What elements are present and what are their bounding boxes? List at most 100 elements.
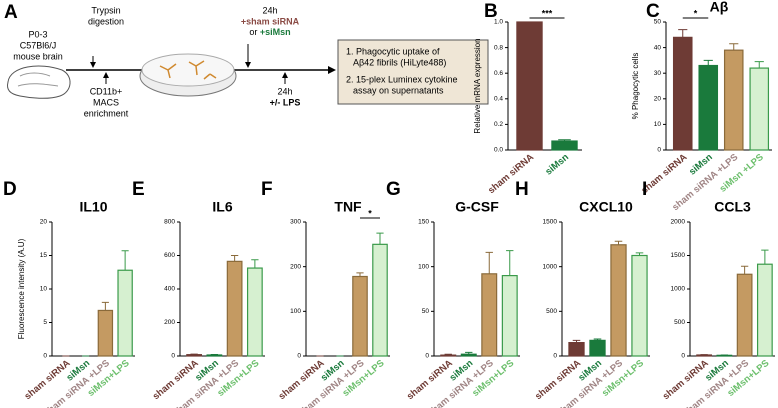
- error-bar: [593, 338, 602, 341]
- step-label: or: [249, 27, 257, 37]
- step-label: enrichment: [84, 108, 129, 118]
- chart-title: CXCL10: [579, 199, 633, 215]
- error-bar: [356, 272, 364, 277]
- step-label: 24h: [262, 5, 277, 15]
- panel-label: G: [386, 179, 401, 200]
- brain-icon: [7, 65, 71, 99]
- bar: [749, 67, 770, 151]
- bar: [460, 353, 477, 357]
- y-tick-label: 800: [164, 219, 175, 226]
- microglia: [159, 60, 217, 80]
- chart-title: IL6: [212, 199, 232, 215]
- y-tick-label: 500: [546, 308, 557, 315]
- y-tick-label: 0: [425, 353, 429, 360]
- step-label: or +siMsn: [249, 27, 290, 37]
- significance-label: *: [368, 208, 372, 218]
- significance-label: ***: [542, 8, 553, 18]
- timeline-arrow: [328, 66, 336, 74]
- y-tick-label: 1.0: [494, 19, 503, 26]
- bar: [698, 64, 719, 151]
- bar: [756, 263, 773, 357]
- y-tick-label: 20: [40, 219, 48, 226]
- y-tick-label: 600: [164, 252, 175, 259]
- y-tick-label: 1000: [671, 286, 686, 293]
- y-tick-label: 2000: [671, 219, 686, 226]
- error-bar: [740, 265, 749, 275]
- panel-label: B: [484, 1, 498, 22]
- y-tick-label: 15: [40, 252, 48, 259]
- error-bar: [485, 251, 493, 274]
- readout-line: Aβ42 fibrils (HiLyte488): [353, 57, 446, 67]
- y-tick-label: 100: [290, 308, 301, 315]
- y-axis-label: Relative mRNA expression: [473, 38, 482, 133]
- step-label: 24h: [277, 86, 292, 96]
- y-tick-label: 0.4: [494, 96, 503, 103]
- y-axis-label: Fluorescence intensity (A.U): [17, 238, 26, 339]
- y-tick-label: 5: [43, 319, 47, 326]
- error-bar: [703, 59, 713, 66]
- panel-label: C: [646, 1, 660, 22]
- bar: [372, 243, 388, 357]
- y-tick-label: 0.8: [494, 44, 503, 51]
- error-bar: [376, 232, 384, 245]
- y-tick-label: 0: [43, 353, 47, 360]
- y-tick-label: 0.0: [494, 147, 503, 154]
- bar: [568, 342, 585, 357]
- step-label: +sham siRNA: [241, 16, 300, 26]
- y-tick-label: 100: [418, 263, 429, 270]
- y-tick-label: 200: [164, 319, 175, 326]
- step-label: +/- LPS: [270, 97, 301, 107]
- y-tick-label: 0: [657, 147, 661, 154]
- error-bar: [210, 353, 219, 355]
- dish-inner: [141, 53, 235, 87]
- bar: [516, 21, 543, 151]
- bar: [610, 244, 627, 357]
- error-bar: [465, 351, 473, 355]
- readout-line: assay on supernatants: [353, 85, 444, 95]
- bar: [186, 354, 203, 357]
- error-bar: [678, 29, 688, 38]
- error-bar: [506, 250, 514, 276]
- error-bar: [729, 43, 739, 51]
- chart-title: G-CSF: [455, 199, 499, 215]
- bar: [352, 275, 368, 357]
- step-label: MACS: [93, 97, 119, 107]
- y-tick-label: 150: [418, 219, 429, 226]
- significance-label: *: [694, 8, 698, 18]
- chart-title: TNF: [334, 199, 362, 215]
- panel-label: H: [515, 179, 529, 200]
- y-tick-label: 1500: [671, 252, 686, 259]
- brain-folds: [17, 72, 59, 87]
- bar: [723, 49, 744, 151]
- y-tick-label: 0: [171, 353, 175, 360]
- y-tick-label: 10: [654, 121, 662, 128]
- readout-box: [337, 39, 489, 105]
- bar: [631, 254, 648, 357]
- bar: [97, 309, 114, 357]
- brain-label: C57Bl6/J: [20, 40, 57, 50]
- y-tick-label: 30: [654, 70, 662, 77]
- bar: [246, 267, 263, 357]
- y-tick-label: 200: [290, 263, 301, 270]
- panel-label: I: [642, 179, 647, 200]
- panel-label: F: [261, 179, 273, 200]
- bar: [551, 140, 578, 151]
- error-bar: [101, 301, 109, 311]
- y-tick-label: 0: [553, 353, 557, 360]
- bar: [736, 273, 753, 357]
- y-tick-label: 1500: [543, 219, 558, 226]
- error-bar: [190, 353, 198, 355]
- step-label: CD11b+: [90, 86, 123, 96]
- bar: [672, 36, 693, 151]
- step-arrow: [282, 72, 288, 78]
- y-tick-label: 0.2: [494, 121, 503, 128]
- error-bar: [230, 255, 239, 262]
- step-label: Trypsin: [91, 5, 120, 15]
- y-tick-label: 50: [654, 19, 662, 26]
- error-bar: [121, 250, 129, 271]
- brain-label: P0-3: [28, 29, 47, 39]
- error-bar: [558, 139, 571, 142]
- readout-line: 2. 15-plex Luminex cytokine: [346, 74, 458, 84]
- brain-label: mouse brain: [13, 51, 63, 61]
- bar: [589, 339, 606, 357]
